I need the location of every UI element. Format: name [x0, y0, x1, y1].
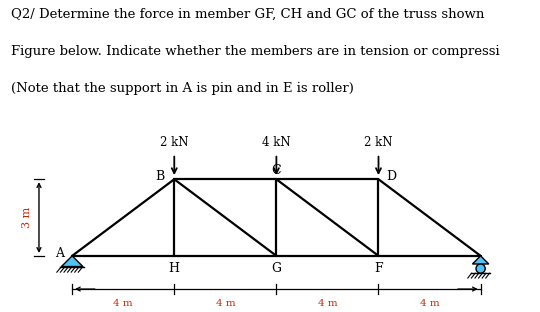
Text: 4 m: 4 m	[420, 299, 440, 308]
Text: 4 kN: 4 kN	[262, 136, 291, 149]
Text: C: C	[272, 164, 281, 177]
Text: 4 m: 4 m	[318, 299, 338, 308]
Polygon shape	[472, 256, 489, 264]
Text: 4 m: 4 m	[215, 299, 235, 308]
Text: Figure below. Indicate whether the members are in tension or compressi: Figure below. Indicate whether the membe…	[11, 45, 500, 58]
Text: A: A	[55, 247, 64, 260]
Text: H: H	[169, 262, 180, 275]
Text: G: G	[272, 262, 281, 275]
Text: (Note that the support in A is pin and in E is roller): (Note that the support in A is pin and i…	[11, 82, 354, 95]
Text: 2 kN: 2 kN	[364, 136, 393, 149]
Text: 2 kN: 2 kN	[160, 136, 188, 149]
Text: 3 m: 3 m	[23, 207, 32, 228]
Text: Q2/ Determine the force in member GF, CH and GC of the truss shown: Q2/ Determine the force in member GF, CH…	[11, 7, 484, 21]
Text: D: D	[386, 170, 396, 183]
Circle shape	[476, 264, 485, 273]
Text: B: B	[156, 170, 165, 183]
Text: F: F	[374, 262, 383, 275]
Polygon shape	[62, 256, 83, 266]
Text: 4 m: 4 m	[113, 299, 133, 308]
